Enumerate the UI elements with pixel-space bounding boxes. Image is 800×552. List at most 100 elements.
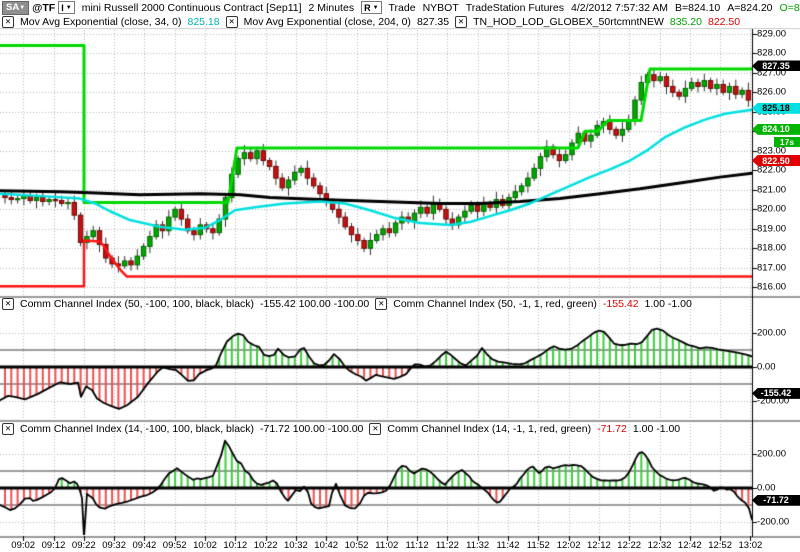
ema204-price-tag: 827.35 bbox=[752, 60, 800, 72]
price-axis-label: 821.00 bbox=[757, 184, 787, 196]
cci14-panel-header: ✕ Comm Channel Index (14, -100, 100, bla… bbox=[2, 422, 681, 435]
time-axis-label: 12:52 bbox=[708, 540, 732, 551]
quote-open: O=831.00 bbox=[779, 1, 800, 14]
x-icon: ✕ bbox=[4, 298, 12, 308]
quote-bid: B=824.10 bbox=[675, 1, 721, 14]
cci14-axis-label: 200.00 bbox=[757, 448, 787, 460]
interval-dropdown-label: I bbox=[61, 2, 64, 13]
price-axis-label: 820.00 bbox=[757, 203, 787, 215]
time-axis-label: 10:32 bbox=[284, 540, 308, 551]
remove-indicator-icon[interactable]: ✕ bbox=[375, 297, 388, 310]
x-icon: ✕ bbox=[228, 16, 235, 26]
cci50-black-values: -155.42 100.00 -100.00 bbox=[260, 297, 370, 310]
ema204-label: Mov Avg Exponential (close, 204, 0) bbox=[243, 15, 411, 28]
time-axis-label: 13:02 bbox=[738, 540, 763, 551]
time-axis-label: 09:12 bbox=[41, 540, 66, 551]
x-icon: ✕ bbox=[4, 423, 12, 433]
cci14-axis-label: 0.00 bbox=[757, 482, 776, 494]
x-icon: ✕ bbox=[4, 16, 12, 26]
time-axis-label: 09:22 bbox=[71, 540, 96, 551]
time-axis-label: 11:22 bbox=[435, 540, 459, 551]
cci50-color-values: 1.00 -1.00 bbox=[644, 297, 692, 310]
cci50-panel-header: ✕ Comm Channel Index (50, -100, 100, bla… bbox=[2, 297, 692, 310]
session-dropdown[interactable]: R ▼ bbox=[361, 1, 382, 14]
cci14-color-label: Comm Channel Index (14, -1, 1, red, gree… bbox=[387, 422, 592, 435]
price-axis-label: 822.00 bbox=[757, 164, 787, 176]
time-axis-label: 11:12 bbox=[405, 540, 429, 551]
time-axis-label: 09:42 bbox=[132, 540, 157, 551]
price-axis-label: 827.00 bbox=[757, 67, 787, 79]
quote-time: 7:57:32 AM bbox=[614, 1, 668, 14]
x-icon: ✕ bbox=[372, 423, 379, 433]
cci50-color-label: Comm Channel Index (50, -1, 1, red, gree… bbox=[393, 297, 597, 310]
price-axis-label: 817.00 bbox=[757, 262, 787, 274]
price-axis-label: 828.00 bbox=[757, 47, 787, 59]
hod-value: 835.20 bbox=[669, 15, 702, 28]
exchange-label: NYBOT bbox=[422, 1, 459, 14]
remove-indicator-icon[interactable]: ✕ bbox=[2, 15, 14, 28]
cci14-current-value: -71.72 bbox=[597, 422, 627, 435]
ema34-value: 825.18 bbox=[187, 15, 220, 28]
cci14-axis-label: -200.00 bbox=[757, 516, 790, 528]
time-axis-label: 12:12 bbox=[587, 540, 611, 551]
time-axis-label: 10:42 bbox=[314, 540, 339, 551]
x-icon: ✕ bbox=[378, 298, 385, 308]
time-axis-label: 10:02 bbox=[193, 540, 217, 551]
quote-date: 4/2/2012 bbox=[571, 1, 612, 14]
price-axis-label: 819.00 bbox=[757, 223, 787, 235]
cci50-current-value: -155.42 bbox=[602, 297, 639, 310]
price-axis-label: 826.00 bbox=[757, 86, 787, 98]
bar-countdown-tag: 17s bbox=[774, 136, 800, 147]
time-axis-label: 10:12 bbox=[223, 540, 248, 551]
x-icon: ✕ bbox=[457, 16, 465, 26]
time-axis-label: 11:42 bbox=[496, 540, 520, 551]
platform-label: TradeStation Futures bbox=[465, 1, 564, 14]
cci14-black-values: -71.72 100.00 -100.00 bbox=[260, 422, 364, 435]
time-axis-label: 12:32 bbox=[647, 540, 672, 551]
quote-ask: A=824.20 bbox=[727, 1, 773, 14]
cci14-black-label: Comm Channel Index (14, -100, 100, black… bbox=[20, 422, 255, 435]
symbol-label: @TF bbox=[32, 1, 56, 14]
price-axis-label: 829.00 bbox=[757, 28, 787, 40]
remove-indicator-icon[interactable]: ✕ bbox=[455, 15, 468, 28]
time-axis-label: 11:52 bbox=[526, 540, 550, 551]
remove-indicator-icon[interactable]: ✕ bbox=[225, 15, 238, 28]
time-axis-label: 12:42 bbox=[677, 540, 702, 551]
ema34-label: Mov Avg Exponential (close, 34, 0) bbox=[20, 15, 182, 28]
contract-description: mini Russell 2000 Continuous Contract [S… bbox=[81, 1, 302, 14]
time-axis-label: 09:02 bbox=[11, 540, 36, 551]
time-axis-label: 10:22 bbox=[253, 540, 278, 551]
time-axis-label: 12:22 bbox=[617, 540, 642, 551]
cci14-value-tag: -71.72 bbox=[752, 494, 800, 506]
time-axis-label: 10:52 bbox=[344, 540, 369, 551]
interval-dropdown[interactable]: I ▼ bbox=[58, 1, 75, 14]
session-dropdown-label: R bbox=[364, 2, 371, 13]
remove-indicator-icon[interactable]: ✕ bbox=[2, 422, 14, 435]
price-axis-label: 818.00 bbox=[757, 242, 787, 254]
interval-label: 2 Minutes bbox=[308, 1, 355, 14]
ema204-value: 827.35 bbox=[416, 15, 450, 28]
time-axis-label: 09:52 bbox=[162, 540, 187, 551]
time-axis-label: 09:32 bbox=[102, 540, 126, 551]
lod-value: 822.50 bbox=[708, 15, 741, 28]
cci50-value-tag: -155.42 bbox=[752, 387, 800, 399]
cci50-black-label: Comm Channel Index (50, -100, 100, black… bbox=[20, 297, 255, 310]
cci14-color-values: 1.00 -1.00 bbox=[632, 422, 681, 435]
trade-label: Trade bbox=[388, 1, 416, 14]
cci50-axis-label: 200.00 bbox=[757, 327, 787, 339]
style-button-label: SA bbox=[6, 2, 20, 13]
ema34-price-tag: 825.18 bbox=[752, 102, 800, 114]
chevron-down-icon: ▼ bbox=[19, 4, 26, 11]
chevron-down-icon: ▼ bbox=[65, 4, 72, 11]
remove-indicator-icon[interactable]: ✕ bbox=[369, 422, 382, 435]
remove-indicator-icon[interactable]: ✕ bbox=[2, 297, 14, 310]
lod-price-tag: 822.50 bbox=[752, 155, 800, 167]
hodlod-label: TN_HOD_LOD_GLOBEX_50rtcmntNEW bbox=[473, 15, 664, 28]
chevron-down-icon: ▼ bbox=[372, 4, 379, 11]
time-axis-label: 11:02 bbox=[375, 540, 399, 551]
style-button[interactable]: SA ▼ bbox=[2, 0, 30, 15]
time-axis-label: 12:02 bbox=[556, 540, 581, 551]
cci50-axis-label: -200.00 bbox=[757, 395, 790, 407]
